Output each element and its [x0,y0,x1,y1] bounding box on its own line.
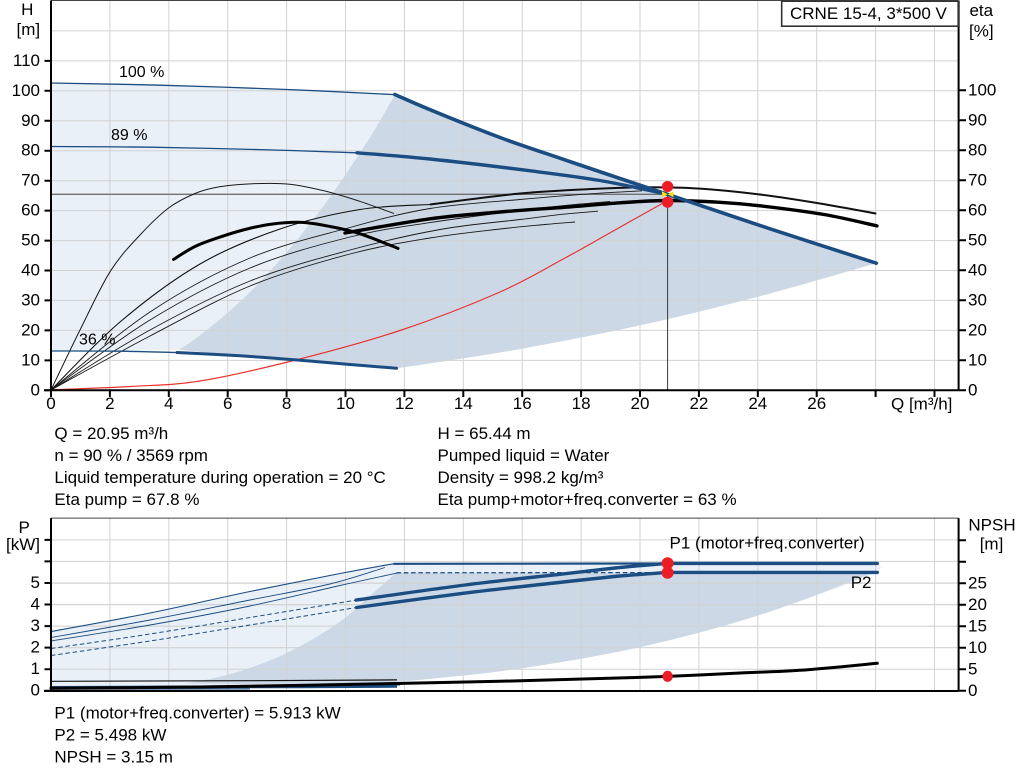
svg-text:90: 90 [21,111,40,130]
svg-text:89 %: 89 % [111,127,147,144]
svg-text:50: 50 [968,230,987,249]
svg-text:Q = 20.95 m³/h: Q = 20.95 m³/h [54,424,168,443]
svg-text:4: 4 [31,595,40,614]
svg-text:10: 10 [968,638,987,657]
svg-text:15: 15 [968,616,987,635]
svg-text:[kW]: [kW] [6,535,40,554]
svg-text:0: 0 [968,681,977,700]
svg-text:20: 20 [21,320,40,339]
svg-text:12: 12 [395,394,414,413]
svg-text:NPSH: NPSH [968,516,1015,535]
svg-text:22: 22 [689,394,708,413]
svg-text:14: 14 [454,394,473,413]
svg-text:26: 26 [807,394,826,413]
svg-text:n = 90 % / 3569 rpm: n = 90 % / 3569 rpm [54,446,208,465]
svg-text:25: 25 [968,573,987,592]
svg-text:10: 10 [21,350,40,369]
svg-text:P1 (motor+freq.converter) = 5.: P1 (motor+freq.converter) = 5.913 kW [54,703,340,722]
svg-text:Liquid temperature during oper: Liquid temperature during operation = 20… [54,468,385,487]
svg-text:6: 6 [223,394,232,413]
svg-text:[%]: [%] [969,22,994,41]
svg-text:10: 10 [968,350,987,369]
svg-text:P2: P2 [851,573,872,592]
svg-text:100: 100 [12,81,40,100]
svg-text:H: H [21,0,33,19]
svg-text:70: 70 [21,171,40,190]
svg-text:Density = 998.2 kg/m³: Density = 998.2 kg/m³ [438,468,604,487]
svg-text:Pumped liquid = Water: Pumped liquid = Water [438,446,610,465]
svg-text:110: 110 [13,51,40,70]
svg-text:16: 16 [513,394,532,413]
svg-text:Eta pump = 67.8 %: Eta pump = 67.8 % [54,490,199,509]
svg-text:36 %: 36 % [79,332,115,349]
svg-text:4: 4 [164,394,173,413]
svg-text:50: 50 [21,231,40,250]
svg-text:2: 2 [31,638,40,657]
svg-text:18: 18 [572,394,591,413]
svg-text:Eta pump+motor+freq.converter: Eta pump+motor+freq.converter = 63 % [438,490,737,509]
svg-text:8: 8 [282,394,291,413]
svg-text:24: 24 [748,394,767,413]
svg-text:20: 20 [968,595,987,614]
svg-text:3: 3 [31,616,40,635]
svg-text:20: 20 [968,320,987,339]
svg-text:60: 60 [21,201,40,220]
svg-text:80: 80 [968,140,987,159]
svg-text:100 %: 100 % [119,64,164,81]
svg-text:CRNE 15-4, 3*500 V: CRNE 15-4, 3*500 V [790,4,948,23]
svg-text:5: 5 [31,573,40,592]
svg-text:100: 100 [968,80,996,99]
svg-text:40: 40 [968,260,987,279]
svg-text:[m]: [m] [980,535,1004,554]
svg-text:1: 1 [31,659,40,678]
svg-text:0: 0 [968,380,977,399]
svg-text:2: 2 [105,394,114,413]
svg-text:40: 40 [21,261,40,280]
svg-text:5: 5 [968,659,977,678]
svg-text:0: 0 [31,681,40,700]
svg-text:60: 60 [968,200,987,219]
svg-text:10: 10 [336,394,355,413]
svg-text:20: 20 [631,394,650,413]
svg-text:70: 70 [968,170,987,189]
svg-text:30: 30 [968,290,987,309]
svg-text:80: 80 [21,141,40,160]
svg-text:0: 0 [31,380,40,399]
svg-text:NPSH = 3.15 m: NPSH = 3.15 m [54,747,173,766]
svg-text:30: 30 [21,290,40,309]
svg-text:90: 90 [968,110,987,129]
svg-text:P2 = 5.498 kW: P2 = 5.498 kW [54,725,166,744]
svg-text:eta: eta [969,1,993,20]
svg-text:H = 65.44 m: H = 65.44 m [438,424,531,443]
svg-text:Q [m³/h]: Q [m³/h] [891,395,952,414]
svg-text:P: P [19,518,30,537]
svg-text:[m]: [m] [16,20,40,39]
svg-text:0: 0 [46,394,55,413]
svg-text:P1 (motor+freq.converter): P1 (motor+freq.converter) [670,534,865,553]
